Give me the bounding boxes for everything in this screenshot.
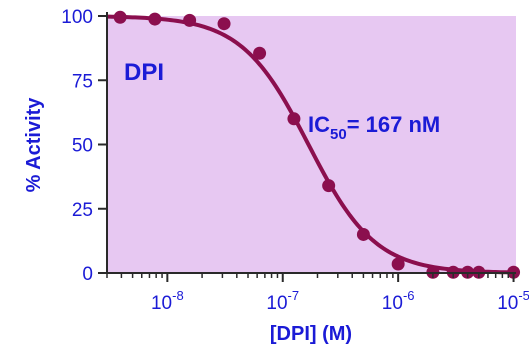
compound-label: DPI bbox=[124, 59, 164, 86]
data-point bbox=[253, 46, 267, 60]
axes-layer: 0 25 50 75 100 10-8 10-7 10-6 10-5 bbox=[61, 7, 529, 314]
ic50-subscript: 50 bbox=[330, 126, 347, 143]
data-point bbox=[391, 257, 405, 271]
plot-area bbox=[107, 16, 516, 273]
data-point bbox=[183, 13, 197, 27]
data-point bbox=[322, 179, 336, 193]
y-tick-label: 0 bbox=[82, 264, 93, 285]
x-tick-label: 10-7 bbox=[266, 288, 299, 314]
y-axis-title: % Activity bbox=[23, 97, 45, 193]
data-point bbox=[287, 112, 301, 126]
ic50-annotation: IC50= 167 nM bbox=[308, 112, 440, 143]
x-tick-label: 10-5 bbox=[497, 288, 529, 314]
data-point bbox=[148, 12, 162, 26]
x-axis-title: [DPI] (M) bbox=[270, 323, 352, 345]
x-tick-label: 10-8 bbox=[151, 288, 184, 314]
y-tick-label: 25 bbox=[72, 200, 93, 221]
data-point bbox=[356, 227, 370, 241]
y-tick-label: 75 bbox=[72, 71, 93, 92]
data-point bbox=[113, 10, 127, 24]
y-tick-label: 50 bbox=[72, 136, 93, 157]
ic50-prefix: IC bbox=[308, 112, 330, 137]
data-point bbox=[217, 17, 231, 31]
y-tick-label: 100 bbox=[61, 7, 93, 28]
x-tick-label: 10-6 bbox=[382, 288, 415, 314]
ic50-suffix: = 167 nM bbox=[347, 112, 441, 137]
